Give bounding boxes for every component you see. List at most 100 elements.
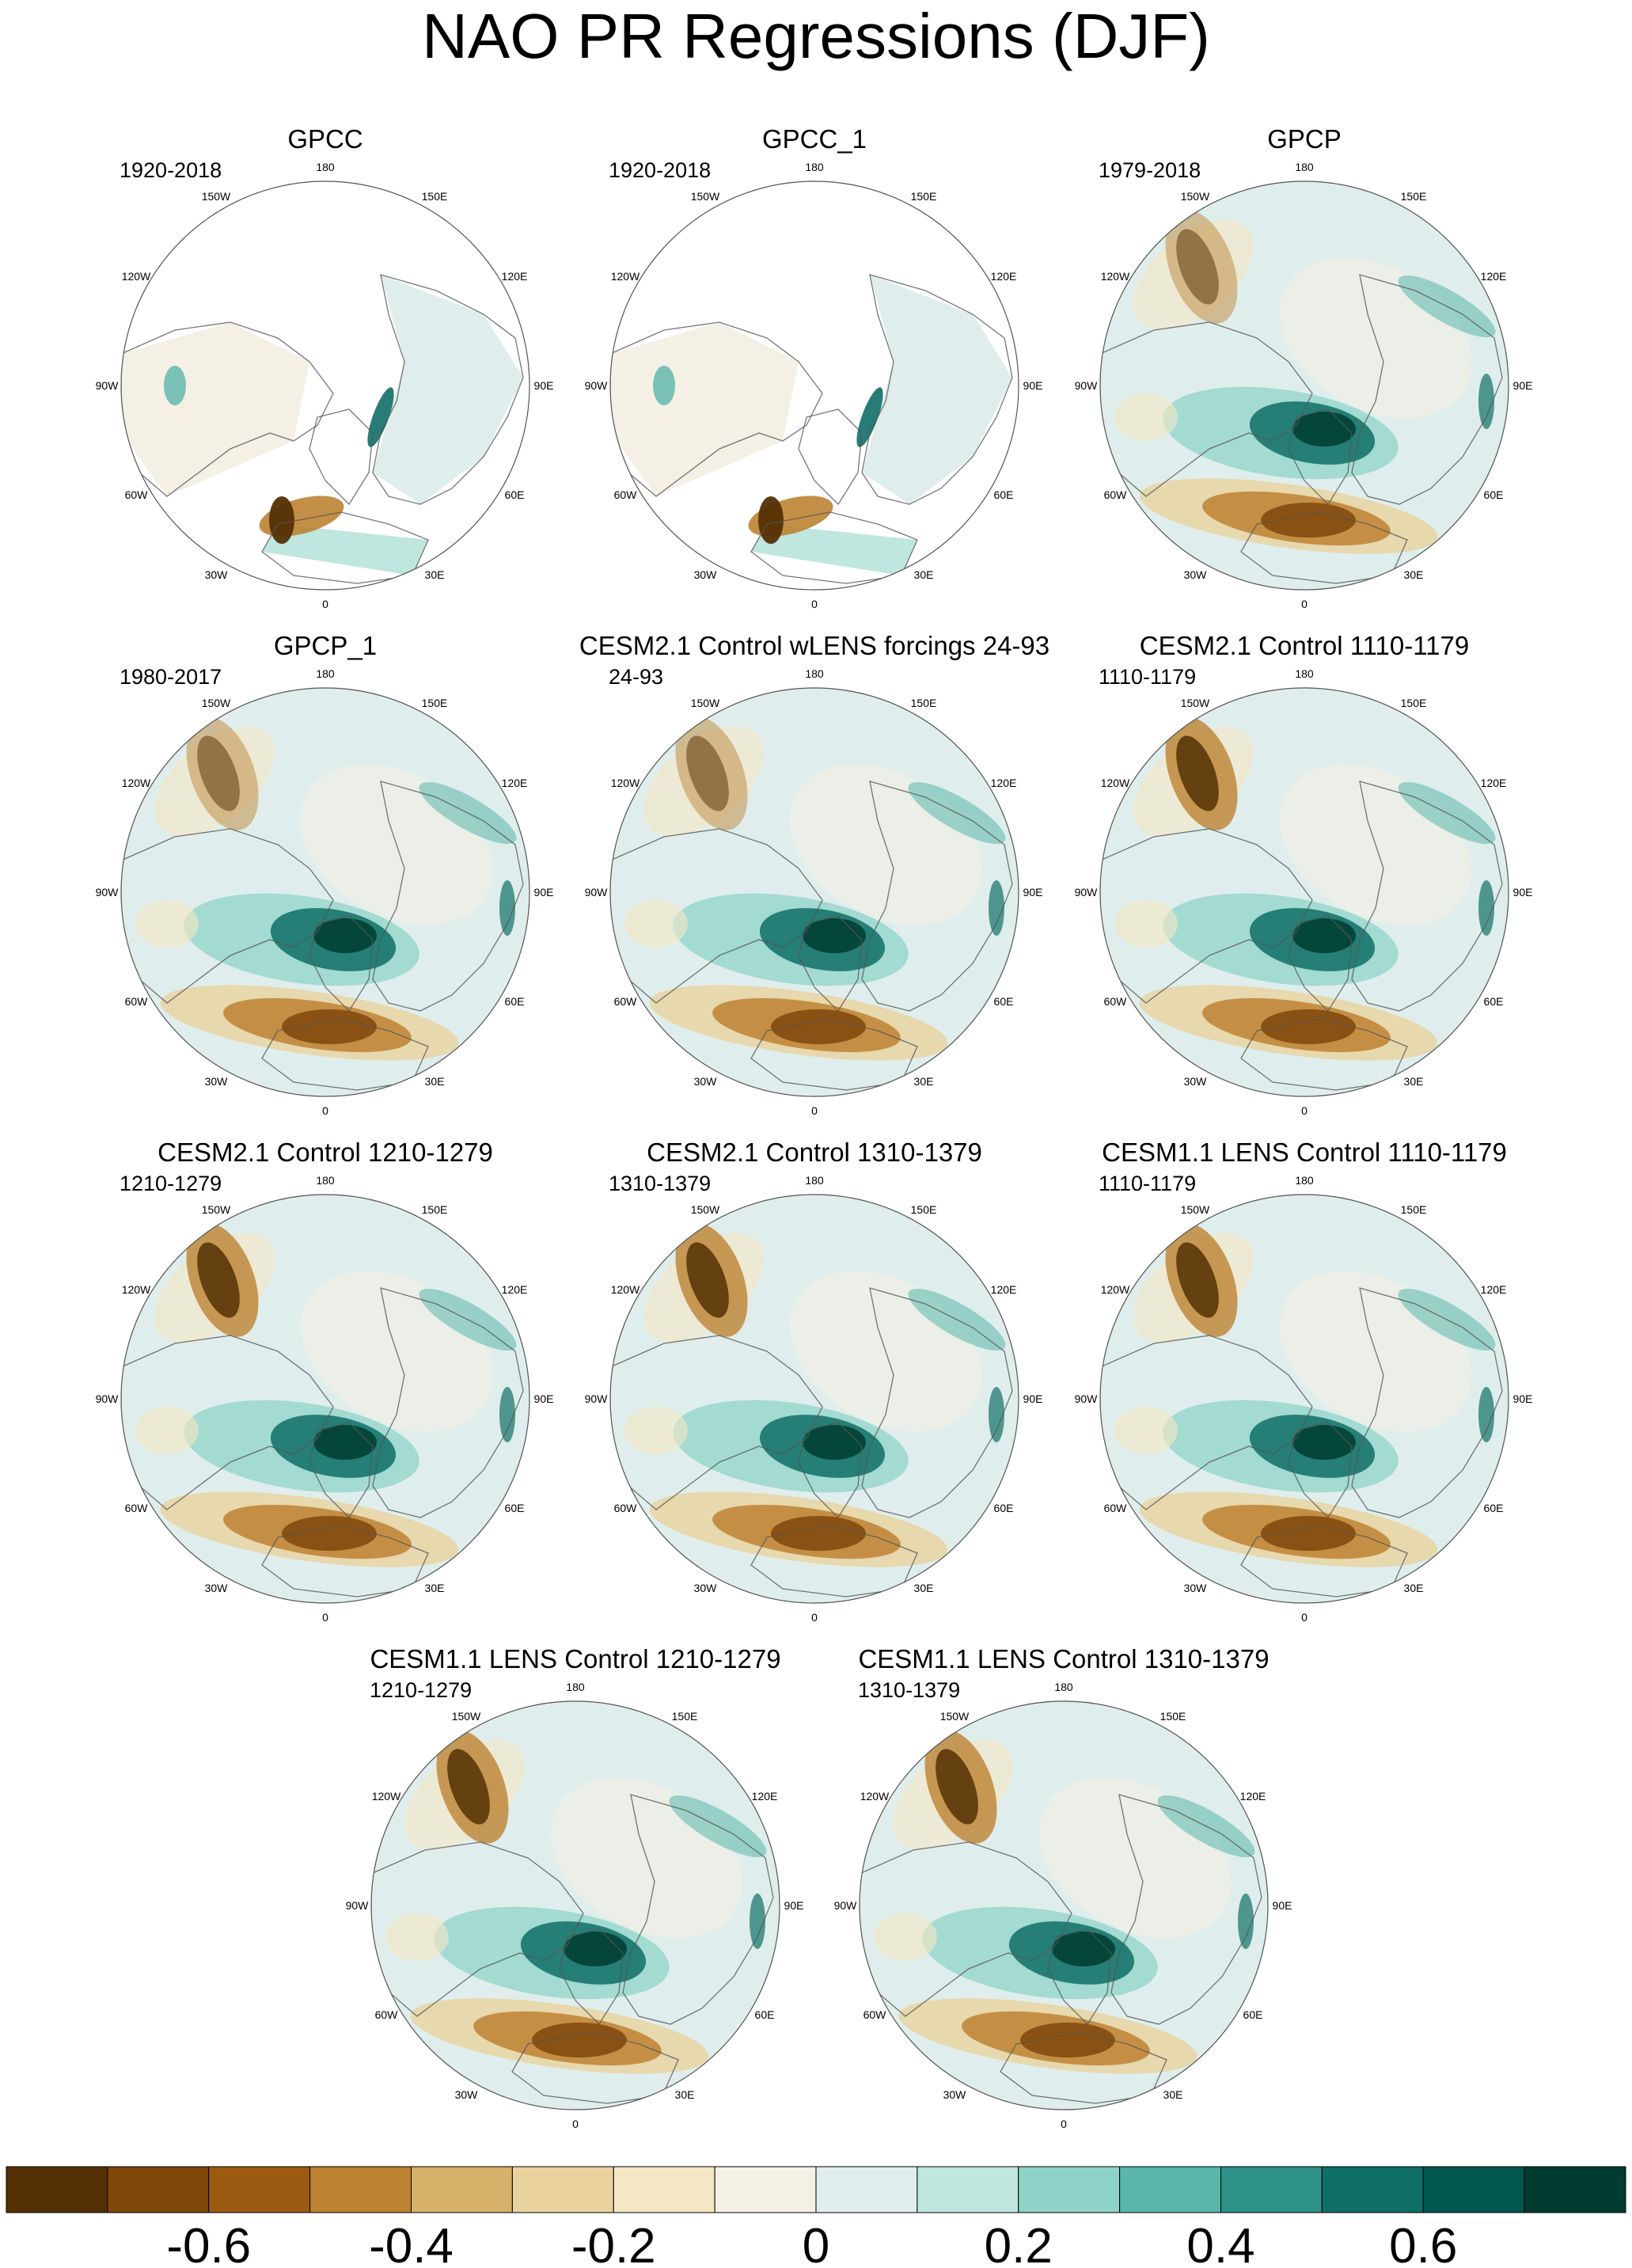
longitude-label: 120E — [752, 1790, 778, 1803]
longitude-label: 60W — [614, 1502, 638, 1514]
map-boundary — [609, 687, 1019, 1097]
map-panel: CESM2.1 Control 1310-1379 1310-1379 180 150… — [585, 1138, 1043, 1624]
north-america-coastline — [121, 321, 334, 497]
precip-anomaly — [135, 1407, 199, 1454]
precip-anomaly — [1292, 1425, 1356, 1460]
longitude-label: 0 — [1301, 1104, 1307, 1117]
colorbar-swatch — [1119, 2166, 1221, 2213]
longitude-label: 180 — [316, 161, 335, 173]
longitude-label: 180 — [1295, 1174, 1314, 1187]
north-america-coastline — [371, 1841, 584, 2017]
land-field — [121, 322, 309, 496]
eurasia-coastline — [372, 274, 524, 505]
greenland-coastline — [1288, 915, 1353, 1012]
longitude-label: 90E — [784, 1899, 804, 1912]
north-america-coastline — [1100, 828, 1313, 1004]
precip-anomaly — [1261, 1009, 1356, 1044]
panel-period: 1310-1379 — [609, 1172, 711, 1195]
land-field — [751, 524, 917, 576]
longitude-label: 30E — [1163, 2088, 1183, 2101]
eurasia-coastline — [861, 1287, 1013, 1518]
precip-anomaly — [385, 1913, 449, 1961]
longitude-label: 150W — [202, 1203, 231, 1216]
longitude-label: 0 — [1301, 1611, 1307, 1624]
longitude-label: 120W — [122, 777, 151, 789]
longitude-label: 90W — [346, 1899, 370, 1912]
map-field — [121, 1195, 529, 1603]
longitude-label: 120W — [122, 270, 151, 283]
longitude-label: 180 — [1295, 667, 1314, 680]
longitude-label: 120E — [502, 270, 528, 283]
longitude-label: 150E — [1401, 697, 1427, 709]
precip-anomaly — [282, 1009, 377, 1044]
precip-anomaly — [936, 1749, 978, 1825]
longitude-label: 60W — [614, 995, 638, 1008]
longitude-label: 30W — [1184, 1075, 1208, 1088]
colorbar-tick-label: -0.6 — [166, 2219, 251, 2268]
longitude-label: 150W — [1181, 1203, 1210, 1216]
longitude-label: 150E — [911, 190, 937, 203]
longitude-label: 60W — [375, 2008, 399, 2021]
map-boundary — [1099, 687, 1509, 1097]
precip-anomaly — [197, 1242, 240, 1318]
precip-anomaly — [1261, 1516, 1356, 1551]
precip-anomaly — [750, 1894, 765, 1949]
longitude-label: 150E — [911, 697, 937, 709]
panel-period: 24-93 — [609, 665, 663, 689]
longitude-label: 60W — [125, 488, 149, 501]
colorbar-swatch — [917, 2166, 1019, 2213]
precip-anomaly — [1261, 503, 1356, 538]
longitude-label: 0 — [322, 598, 328, 610]
longitude-label: 60W — [1104, 1502, 1128, 1514]
greenland-coastline — [559, 1928, 624, 2026]
map-panel: CESM2.1 Control 1110-1179 1110-1179 180 150… — [1075, 631, 1533, 1117]
precip-anomaly — [1114, 1407, 1178, 1454]
panel-title: GPCP — [1267, 124, 1342, 154]
precip-anomaly — [313, 918, 377, 953]
greenland-coastline — [1288, 1422, 1353, 1519]
colorbar-tick-label: -0.2 — [571, 2219, 656, 2268]
longitude-label: 120W — [611, 1283, 640, 1296]
longitude-label: 150E — [672, 1710, 698, 1723]
longitude-label: 30W — [205, 1582, 229, 1594]
land-field — [373, 275, 523, 504]
longitude-label: 150E — [422, 1203, 448, 1216]
longitude-label: 30W — [1184, 568, 1208, 581]
longitude-label: 30E — [914, 568, 934, 581]
map-panel: CESM1.1 LENS Control 1210-1279 1210-1279 1… — [346, 1644, 804, 2130]
map-panel: CESM1.1 LENS Control 1310-1379 1310-1379 1… — [834, 1644, 1292, 2130]
greenland-coastline — [309, 915, 374, 1012]
panel-period: 1210-1279 — [370, 1678, 472, 1702]
map-field — [610, 688, 1019, 1096]
longitude-label: 90E — [1023, 379, 1043, 392]
longitude-label: 150E — [1160, 1710, 1186, 1723]
map-panel: CESM1.1 LENS Control 1110-1179 1110-1179 1… — [1075, 1138, 1533, 1624]
precip-anomaly — [269, 496, 294, 544]
precip-anomaly — [686, 735, 729, 811]
precip-anomaly — [989, 880, 1004, 936]
longitude-label: 180 — [1054, 1681, 1073, 1693]
panel-period: 1920-2018 — [120, 158, 222, 182]
precip-anomaly — [164, 366, 186, 405]
longitude-label: 150W — [202, 697, 231, 709]
precip-anomaly — [1052, 1932, 1115, 1966]
longitude-label: 90W — [834, 1899, 858, 1912]
colorbar-swatch — [1321, 2166, 1424, 2213]
longitude-label: 0 — [322, 1611, 328, 1624]
longitude-label: 150W — [691, 1203, 720, 1216]
map-panel: GPCC_1 1920-2018 180 150E 120E 90E 60E 30E 0 30W 6… — [585, 124, 1043, 610]
longitude-label: 90W — [1075, 379, 1099, 392]
panel-period: 1210-1279 — [120, 1172, 222, 1195]
longitude-label: 90W — [96, 379, 120, 392]
greenland-coastline — [309, 1422, 374, 1519]
map-field — [610, 181, 1019, 590]
precip-anomaly — [499, 1387, 515, 1442]
longitude-label: 90W — [96, 886, 120, 898]
colorbar-swatch — [815, 2166, 918, 2213]
longitude-label: 150W — [691, 697, 720, 709]
eurasia-coastline — [372, 781, 524, 1012]
precip-anomaly — [771, 1516, 866, 1551]
colorbar-tick-label: 0.2 — [985, 2219, 1053, 2268]
longitude-label: 0 — [811, 598, 818, 610]
precip-anomaly — [856, 387, 883, 447]
